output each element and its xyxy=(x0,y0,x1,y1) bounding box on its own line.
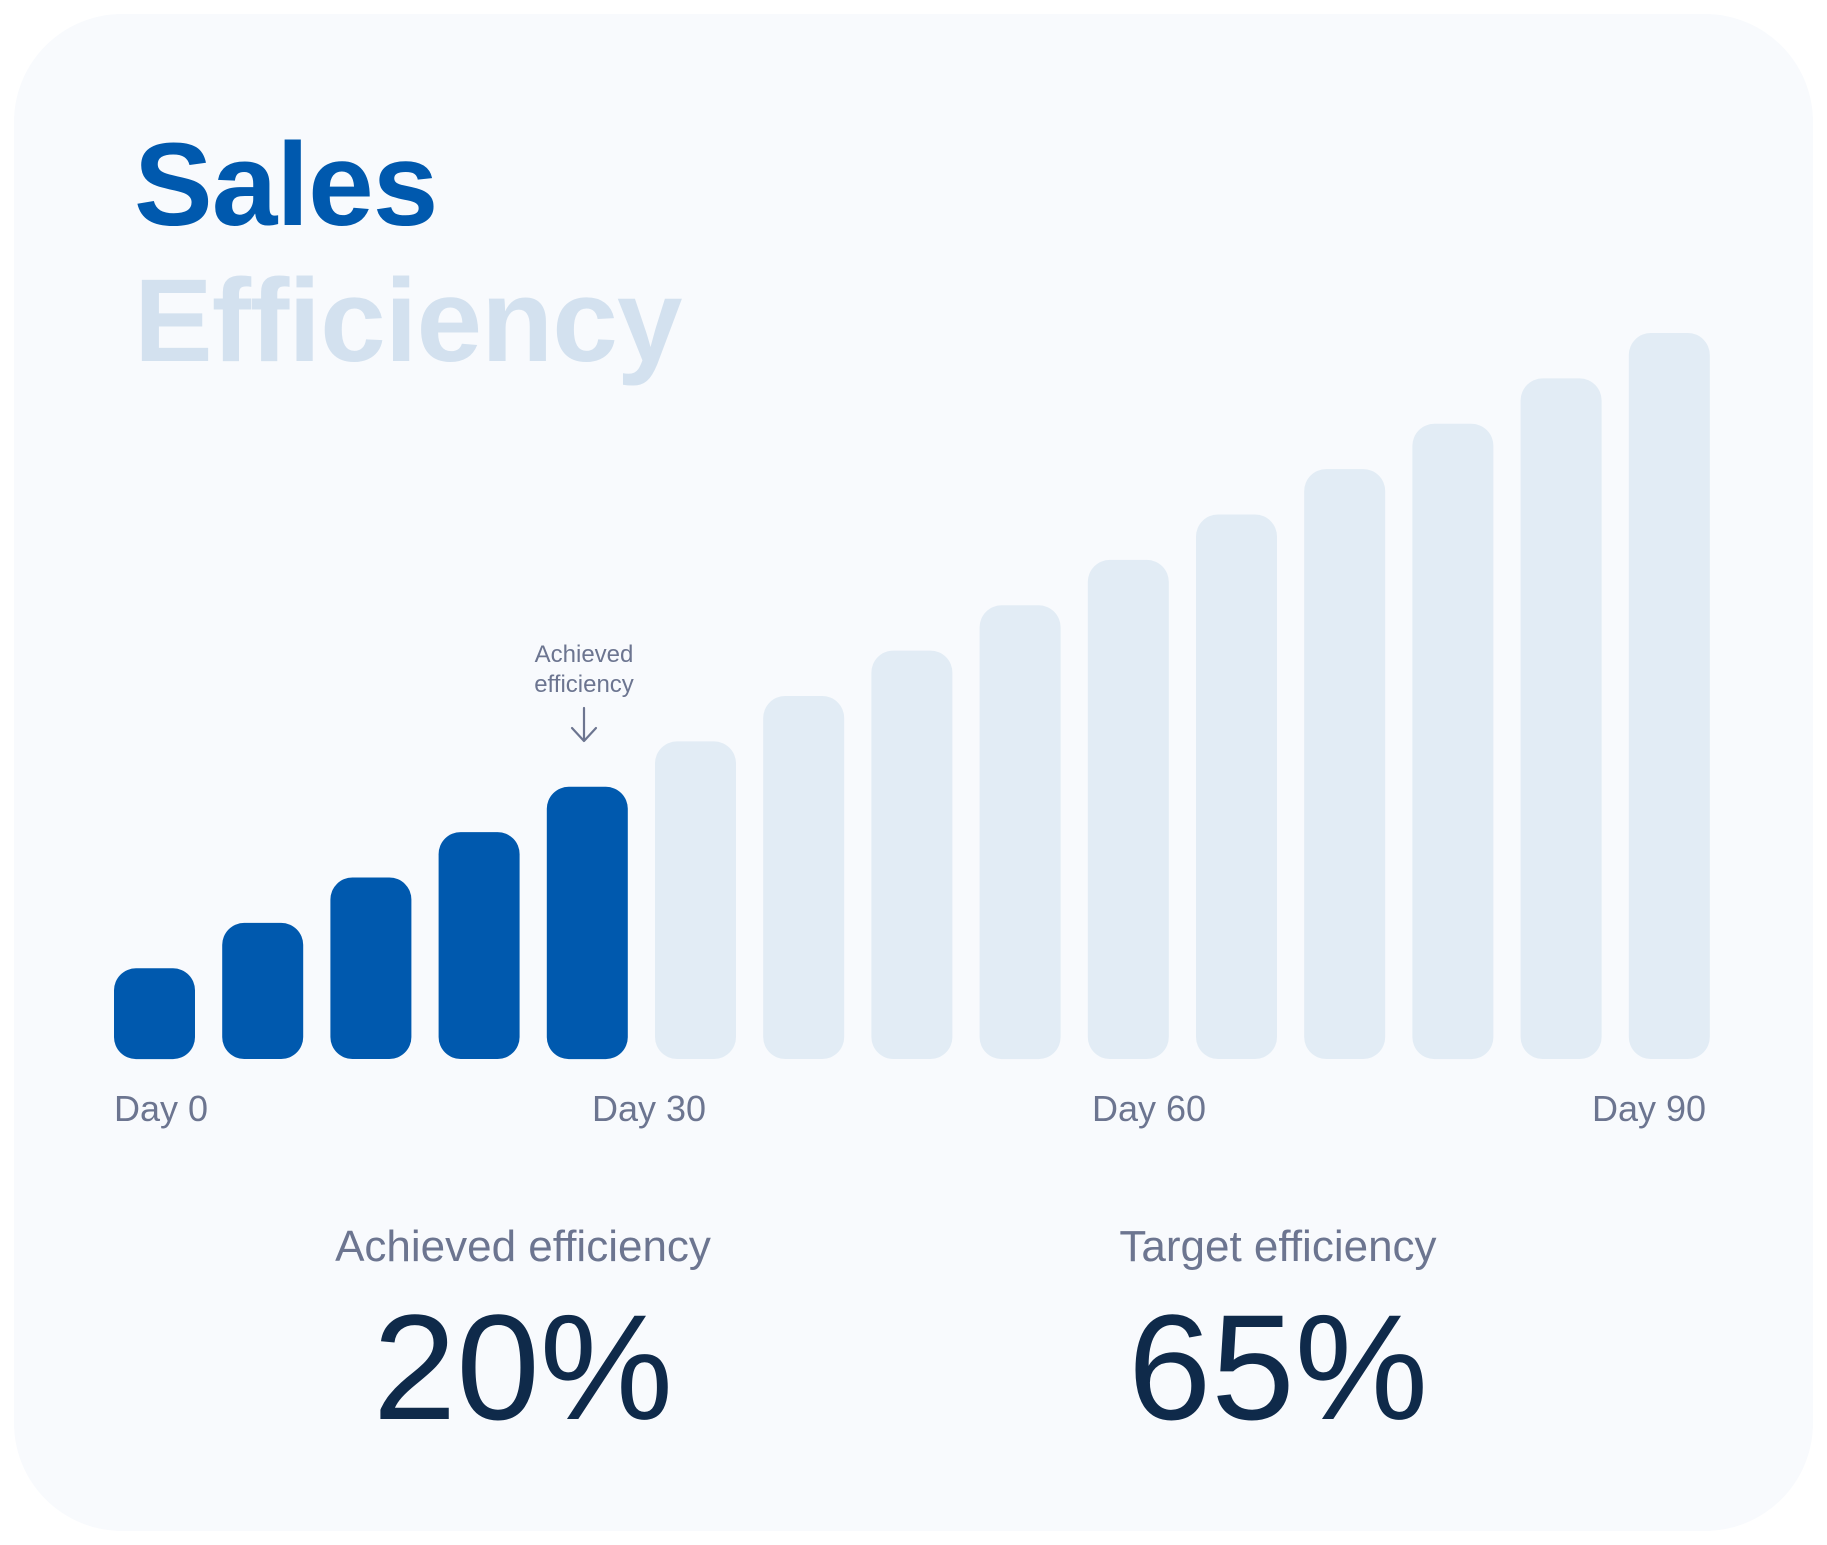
annotation-line-2: efficiency xyxy=(534,671,634,698)
remaining-bar xyxy=(1196,514,1277,1059)
x-tick-label: Day 60 xyxy=(1092,1088,1207,1129)
remaining-bar xyxy=(871,650,953,1059)
arrow-down-icon xyxy=(570,706,598,743)
remaining-bar xyxy=(1087,559,1169,1059)
title-efficiency: Efficiency xyxy=(134,255,682,387)
achieved-efficiency-label: Achieved efficiency xyxy=(335,1222,711,1271)
x-tick-label: Day 30 xyxy=(592,1088,707,1129)
achieved-annotation: Achieved efficiency xyxy=(504,640,664,746)
x-tick-label: Day 90 xyxy=(1592,1088,1707,1129)
achieved-bar xyxy=(114,968,195,1060)
target-efficiency-label: Target efficiency xyxy=(1119,1222,1437,1271)
remaining-bar xyxy=(763,696,845,1059)
achieved-bar xyxy=(222,922,304,1059)
remaining-bar xyxy=(1628,333,1710,1059)
x-tick-label: Day 0 xyxy=(114,1088,209,1129)
remaining-bar xyxy=(1304,469,1386,1060)
achieved-bar xyxy=(330,877,412,1059)
achieved-efficiency-value: 20% xyxy=(372,1283,674,1451)
remaining-bar xyxy=(979,605,1061,1060)
remaining-bar xyxy=(1520,378,1602,1059)
annotation-line-1: Achieved xyxy=(534,641,634,668)
remaining-bar xyxy=(1412,423,1494,1060)
title-sales: Sales xyxy=(134,119,438,251)
achieved-bar xyxy=(438,832,520,1059)
target-efficiency-value: 65% xyxy=(1127,1283,1429,1451)
remaining-bar xyxy=(655,741,736,1059)
achieved-bar xyxy=(546,786,628,1060)
